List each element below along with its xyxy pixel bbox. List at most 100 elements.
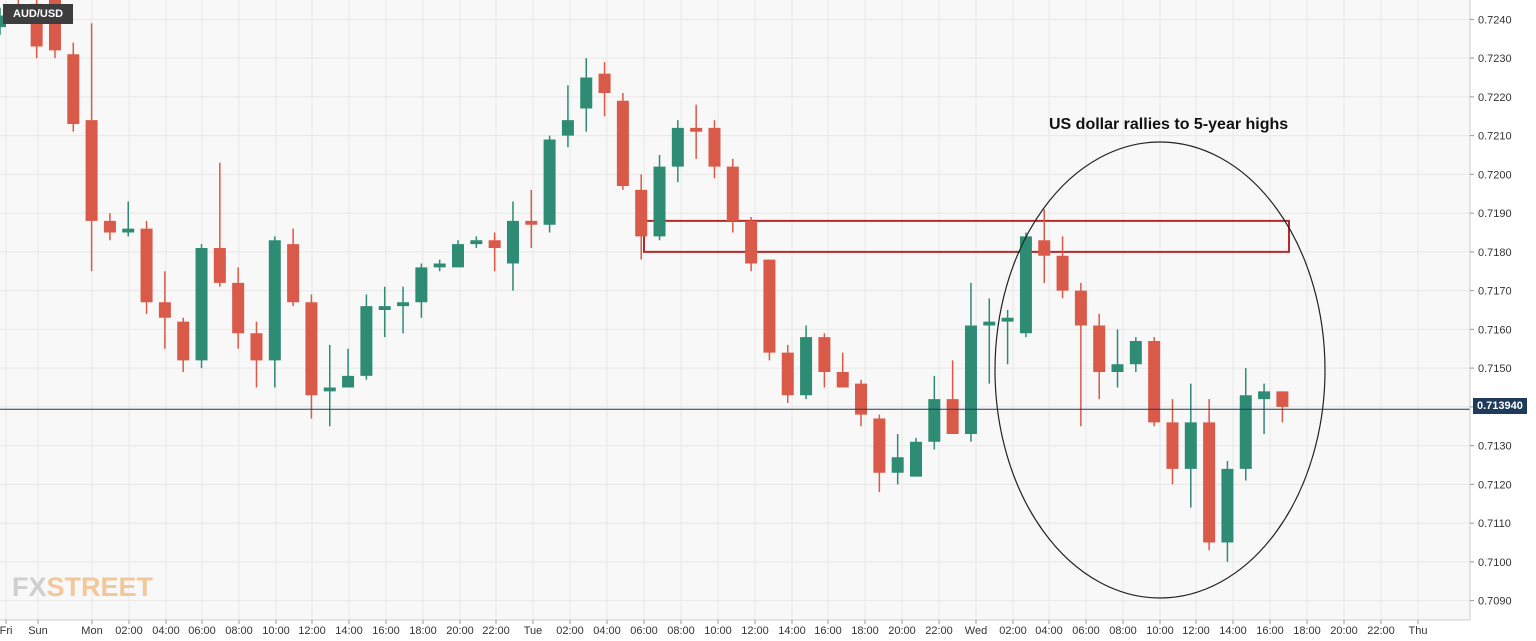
candle-body <box>378 306 391 310</box>
candle <box>342 348 355 388</box>
candle <box>1056 236 1069 299</box>
x-tick-label: 08:00 <box>1109 625 1137 637</box>
y-tick-label: 0.7200 <box>1478 169 1512 181</box>
x-axis: Fri Sun Mon 02:00 04:00 06:00 08:00 10:00 12:00 1… <box>0 619 1470 637</box>
candle-body <box>1019 236 1032 334</box>
x-tick-label: 16:00 <box>1256 625 1284 637</box>
candle-body <box>452 244 464 268</box>
y-tick-label: 0.7210 <box>1478 131 1512 143</box>
candle <box>103 213 116 241</box>
candle <box>891 434 904 485</box>
candle <box>305 294 318 419</box>
candle <box>1093 313 1106 400</box>
candle-body <box>1184 422 1197 469</box>
y-tick-label: 0.7130 <box>1478 441 1512 453</box>
candle <box>397 286 410 334</box>
candle-body <box>158 302 171 318</box>
candle <box>452 240 464 268</box>
candle-body <box>342 375 355 388</box>
candle-body <box>103 220 116 233</box>
candle-body <box>1166 422 1179 469</box>
x-tick-label: 20:00 <box>888 625 916 637</box>
y-tick-label: 0.7100 <box>1478 557 1512 569</box>
candle-body <box>1038 240 1051 256</box>
x-tick-label: 18:00 <box>409 625 437 637</box>
candle-body <box>598 73 611 93</box>
candle <box>1166 399 1179 485</box>
candle-body <box>964 325 977 434</box>
x-tick-label: Wed <box>965 625 987 637</box>
candle <box>1001 310 1014 365</box>
candle-body <box>690 127 703 132</box>
y-tick-label: 0.7230 <box>1478 53 1512 65</box>
candle <box>158 271 171 349</box>
candle <box>928 375 941 450</box>
candle <box>488 232 501 272</box>
candle <box>140 220 153 314</box>
y-tick-label: 0.7180 <box>1478 247 1512 259</box>
candle <box>232 267 245 349</box>
candle-body <box>910 441 922 477</box>
candle <box>1038 209 1051 283</box>
x-tick-label: 08:00 <box>225 625 253 637</box>
candle <box>415 263 428 318</box>
candle <box>1184 383 1197 508</box>
fxstreet-logo: FXSTREET <box>12 572 153 603</box>
candle <box>433 259 446 272</box>
x-tick-label: 14:00 <box>778 625 806 637</box>
candle-body <box>287 244 300 303</box>
x-tick-label: 02:00 <box>556 625 584 637</box>
candle-body <box>1056 255 1069 291</box>
candle <box>1111 329 1124 388</box>
candle-body <box>433 263 446 268</box>
candle <box>983 298 996 384</box>
x-tick-label: 16:00 <box>814 625 842 637</box>
current-price-tag: 0.713940 <box>1473 398 1527 414</box>
candle-body <box>891 457 904 473</box>
candle <box>616 93 629 190</box>
candle-body <box>360 306 373 376</box>
y-axis: 0.7240 0.7230 0.7220 0.7210 0.7200 0.7190 0.71… <box>1469 0 1512 620</box>
x-tick-label: 02:00 <box>999 625 1027 637</box>
candle-body <box>67 54 80 124</box>
candle-body <box>1276 391 1289 407</box>
x-tick-label: 04:00 <box>1035 625 1063 637</box>
x-tick-label: 04:00 <box>593 625 621 637</box>
candle-body <box>305 302 318 396</box>
candle-body <box>946 399 959 434</box>
x-tick-label: 16:00 <box>372 625 400 637</box>
candle-body <box>1239 395 1252 469</box>
candle <box>726 158 739 233</box>
candle-body <box>616 100 629 186</box>
candle <box>506 201 519 291</box>
candle-body <box>855 383 868 415</box>
x-tick-label: 14:00 <box>1219 625 1247 637</box>
candle-body <box>745 220 758 264</box>
candle-body <box>177 321 190 361</box>
candle-body <box>818 337 831 372</box>
candle-body <box>195 248 208 361</box>
candle-body <box>232 282 245 334</box>
x-tick-label: 12:00 <box>741 625 769 637</box>
y-tick-label: 0.7160 <box>1478 324 1512 336</box>
candle <box>745 217 758 272</box>
candle-body <box>1221 468 1234 543</box>
candle-body <box>323 387 336 392</box>
candle-body <box>1093 325 1106 372</box>
x-tick-label: Thu <box>1409 625 1428 637</box>
x-tick-label: 06:00 <box>188 625 216 637</box>
candle <box>635 174 648 260</box>
candle-body <box>213 248 226 283</box>
y-tick-label: 0.7240 <box>1478 14 1512 26</box>
x-tick-label: 10:00 <box>704 625 732 637</box>
candle-body <box>525 220 538 225</box>
y-tick-label: 0.7170 <box>1478 286 1512 298</box>
x-tick-label: 06:00 <box>630 625 658 637</box>
candle-body <box>635 189 648 237</box>
candle-body <box>781 352 794 396</box>
candle-body <box>726 166 739 221</box>
candle-body <box>873 418 886 473</box>
x-tick-label: 12:00 <box>1182 625 1210 637</box>
candle-body <box>928 399 941 442</box>
candle <box>1019 232 1032 338</box>
